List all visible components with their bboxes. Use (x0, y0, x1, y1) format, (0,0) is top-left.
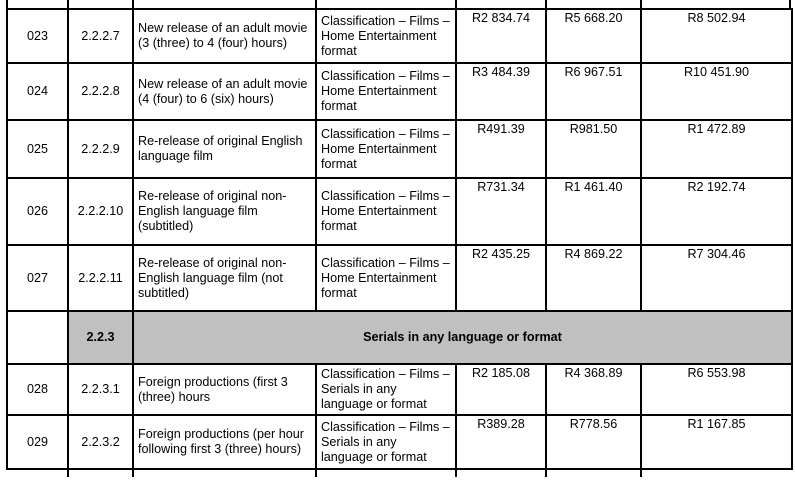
fee-1-cell: R2 185.08 (455, 363, 547, 416)
column-rule-stub (640, 467, 642, 477)
column-rule-stub (132, 467, 134, 477)
table-row: 023 2.2.2.7 New release of an adult movie … (6, 8, 793, 64)
fee-3-cell: R2 192.74 (640, 177, 793, 246)
description-cell: Foreign productions (per hour following … (132, 414, 317, 470)
fee-2-cell: R4 368.89 (545, 363, 642, 416)
column-rule-stub (315, 0, 317, 8)
item-number-cell: 2.2.2.8 (67, 62, 134, 121)
fee-1-cell: R731.34 (455, 177, 547, 246)
description-cell: Re-release of original non-English langu… (132, 177, 317, 246)
table-row: 024 2.2.2.8 New release of an adult movie … (6, 62, 793, 121)
item-number-cell: 2.2.3.2 (67, 414, 134, 470)
fee-2-cell: R981.50 (545, 119, 642, 179)
category-cell: Classification – Films – Serials in any … (315, 414, 457, 470)
fee-1-cell: R389.28 (455, 414, 547, 470)
section-item: 2.2.3 (67, 310, 134, 365)
column-rule-stub (455, 0, 457, 8)
fee-3-cell: R8 502.94 (640, 8, 793, 64)
table-row: 026 2.2.2.10 Re-release of original non-En… (6, 177, 793, 246)
category-cell: Classification – Films – Home Entertainm… (315, 119, 457, 179)
fee-3-cell: R1 472.89 (640, 119, 793, 179)
fee-3-cell: R1 167.85 (640, 414, 793, 470)
row-number-cell: 024 (6, 62, 69, 121)
fee-1-cell: R2 435.25 (455, 244, 547, 312)
section-no-cell (6, 310, 69, 365)
fee-2-cell: R778.56 (545, 414, 642, 470)
table-row: 025 2.2.2.9 Re-release of original English… (6, 119, 793, 179)
column-rule-stub (640, 0, 642, 8)
row-number-cell: 025 (6, 119, 69, 179)
fee-2-cell: R4 869.22 (545, 244, 642, 312)
section-row: 2.2.3 Serials in any language or format (6, 310, 793, 365)
category-cell: Classification – Films – Home Entertainm… (315, 62, 457, 121)
table-row: 029 2.2.3.2 Foreign productions (per hour … (6, 414, 793, 470)
column-rule-stub (789, 0, 791, 8)
description-cell: Re-release of original English language … (132, 119, 317, 179)
table-row: 027 2.2.2.11 Re-release of original non-En… (6, 244, 793, 312)
fee-3-cell: R7 304.46 (640, 244, 793, 312)
column-rule-stub (315, 467, 317, 477)
row-number-cell: 029 (6, 414, 69, 470)
description-cell: New release of an adult movie (4 (four) … (132, 62, 317, 121)
fee-1-cell: R3 484.39 (455, 62, 547, 121)
description-cell: Foreign productions (first 3 (three) hou… (132, 363, 317, 416)
section-title: Serials in any language or format (132, 310, 793, 365)
description-cell: New release of an adult movie (3 (three)… (132, 8, 317, 64)
fee-1-cell: R2 834.74 (455, 8, 547, 64)
row-number-cell: 026 (6, 177, 69, 246)
category-cell: Classification – Films – Home Entertainm… (315, 244, 457, 312)
category-cell: Classification – Films – Home Entertainm… (315, 8, 457, 64)
item-number-cell: 2.2.2.9 (67, 119, 134, 179)
table-row: 028 2.2.3.1 Foreign productions (first 3 (… (6, 363, 793, 416)
row-number-cell: 023 (6, 8, 69, 64)
fee-1-cell: R491.39 (455, 119, 547, 179)
item-number-cell: 2.2.2.10 (67, 177, 134, 246)
row-number-cell: 028 (6, 363, 69, 416)
fee-2-cell: R6 967.51 (545, 62, 642, 121)
item-number-cell: 2.2.2.7 (67, 8, 134, 64)
fee-2-cell: R5 668.20 (545, 8, 642, 64)
fee-2-cell: R1 461.40 (545, 177, 642, 246)
fee-table: 023 2.2.2.7 New release of an adult movie … (6, 8, 793, 470)
description-cell: Re-release of original non-English langu… (132, 244, 317, 312)
item-number-cell: 2.2.3.1 (67, 363, 134, 416)
column-rule-stub (132, 0, 134, 8)
column-rule-stub (6, 0, 8, 8)
column-rule-stub (455, 467, 457, 477)
column-rule-stub (67, 467, 69, 477)
column-rule-stub (545, 467, 547, 477)
category-cell: Classification – Films – Serials in any … (315, 363, 457, 416)
fee-3-cell: R10 451.90 (640, 62, 793, 121)
fee-3-cell: R6 553.98 (640, 363, 793, 416)
row-number-cell: 027 (6, 244, 69, 312)
column-rule-stub (67, 0, 69, 8)
item-number-cell: 2.2.2.11 (67, 244, 134, 312)
category-cell: Classification – Films – Home Entertainm… (315, 177, 457, 246)
column-rule-stub (545, 0, 547, 8)
